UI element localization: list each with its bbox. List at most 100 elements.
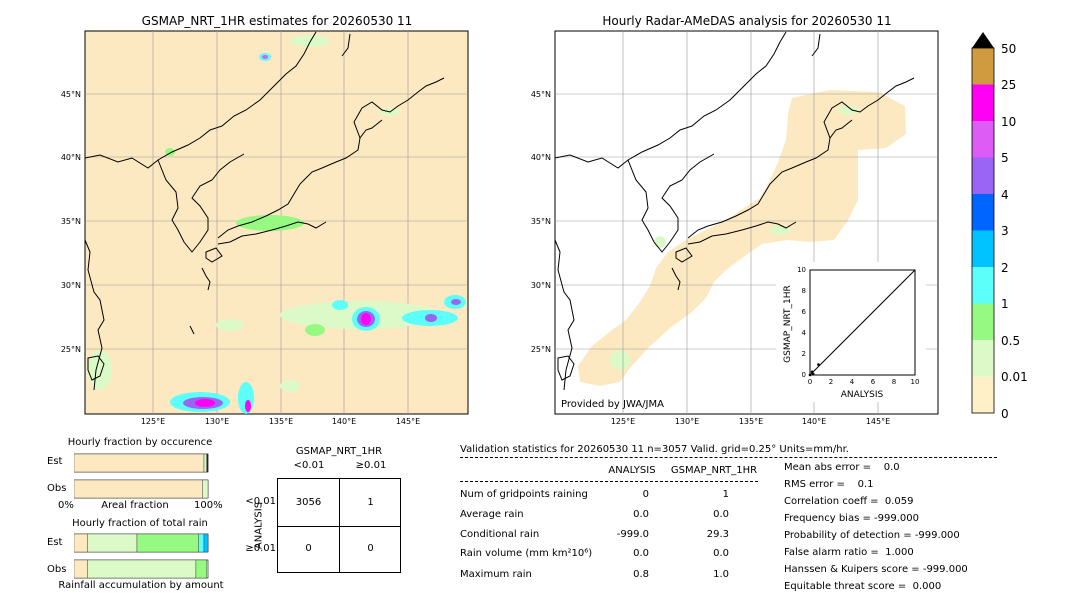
validation-col-analysis: ANALYSIS (608, 465, 656, 476)
occurrence-bar-segment (74, 479, 203, 499)
contingency-cell: 3056 (295, 497, 322, 508)
contingency-row-label: ≥0.01 (245, 543, 276, 554)
colorbar-label: 0 (1001, 407, 1009, 418)
colorbar-block (972, 121, 994, 158)
validation-row-gsmap: 0.0 (713, 548, 729, 559)
left-map: 45°N 40°N 35°N 30°N 25°N 125°E 130°E 135… (61, 30, 469, 426)
colorbar-block (972, 376, 994, 413)
total-rain-bar-segment (136, 533, 199, 553)
inset-xtick: 6 (871, 378, 876, 386)
colorbar-label: 1 (1001, 297, 1009, 311)
inset-xlabel: ANALYSIS (841, 390, 884, 400)
colorbar-blocks (972, 48, 994, 413)
contingency-cell: 0 (367, 543, 374, 554)
right-map-coastline (554, 31, 915, 391)
left-map-lat-labels: 45°N 40°N 35°N 30°N 25°N (61, 90, 81, 354)
left-map-grid (85, 31, 468, 414)
inset-xticks: 0 2 4 6 8 10 (808, 378, 920, 386)
total-rain-bar-segment (74, 559, 88, 579)
score-line: Mean abs error = 0.0 (784, 462, 900, 473)
contingency-vline (339, 479, 340, 572)
colorbar-label: 0.01 (1001, 370, 1028, 384)
colorbar-label: 3 (1001, 224, 1009, 238)
colorbar-block (972, 84, 994, 121)
total-rain-row-obs: Obs (47, 564, 67, 575)
occurrence-xlabel-right: 100% (194, 500, 223, 511)
lat-label: 35°N (531, 217, 551, 226)
occurrence-row-est: Est (47, 456, 63, 467)
inset-ytick: 6 (802, 308, 807, 316)
inset-point (810, 370, 814, 374)
inset-xtick: 0 (808, 378, 812, 386)
validation-row-gsmap: 1.0 (713, 569, 729, 580)
inset-scatter: 0 2 4 6 8 10 0 2 4 6 8 10 ANALYSIS GSMAP… (776, 262, 926, 402)
occurrence-xlabel-mid: Areal fraction (101, 500, 169, 511)
right-map-credit: Provided by JWA/JMA (561, 399, 664, 410)
validation-table-rule (460, 481, 758, 482)
inset-diagonal (809, 269, 916, 376)
contingency-cell: 0 (305, 543, 312, 554)
inset-points (808, 363, 820, 377)
validation-header: Validation statistics for 20260530 11 n=… (460, 444, 849, 455)
validation-row-analysis: 0.0 (633, 509, 649, 520)
colorbar-labels: 50 25 10 5 4 3 2 1 0.5 0.01 0 (1001, 42, 1028, 418)
total-rain-bar-segment (74, 533, 88, 553)
colorbar-block (972, 48, 994, 85)
inset-ytick: 8 (802, 287, 806, 295)
left-map-lon-labels: 125°E 130°E 135°E 140°E 145°E (141, 417, 420, 426)
lon-label: 125°E (141, 417, 165, 426)
colorbar-label: 4 (1001, 188, 1009, 202)
total-rain-bar-segment (203, 533, 209, 553)
lon-label: 125°E (611, 417, 635, 426)
colorbar-label: 2 (1001, 261, 1009, 275)
validation-row-label: Maximum rain (460, 569, 532, 580)
lon-label: 130°E (675, 417, 699, 426)
inset-ytick: 0 (802, 371, 806, 379)
lat-label: 25°N (531, 345, 551, 354)
lon-label: 140°E (802, 417, 826, 426)
inset-point (817, 363, 820, 366)
validation-col-gsmap: GSMAP_NRT_1HR (670, 465, 758, 476)
occurrence-bar-segment (202, 479, 209, 499)
colorbar-block (972, 303, 994, 340)
contingency-table: 3056 1 0 0 (277, 478, 401, 573)
score-line: Hanssen & Kuipers score = -999.000 (784, 564, 968, 575)
inset-xtick: 10 (911, 378, 920, 386)
validation-row-gsmap: 0.0 (713, 509, 729, 520)
right-map-coverage (578, 90, 906, 386)
validation-row-analysis: 0 (642, 489, 649, 500)
validation-row-label: Average rain (460, 509, 524, 520)
lon-label: 135°E (269, 417, 293, 426)
inset-yticks: 0 2 4 6 8 10 (797, 266, 806, 379)
total-rain-row-est: Est (47, 537, 63, 548)
lon-label: 140°E (332, 417, 356, 426)
colorbar-block (972, 267, 994, 304)
total-rain-title: Hourly fraction of total rain (72, 518, 208, 529)
left-map-coastline (84, 31, 445, 391)
colorbar-block (972, 194, 994, 231)
colorbar-frame (971, 47, 995, 414)
score-line: Equitable threat score = 0.000 (784, 581, 942, 592)
inset-point (811, 372, 815, 376)
colorbar: 50 25 10 5 4 3 2 1 0.5 0.01 0 (971, 32, 1028, 418)
colorbar-label: 25 (1001, 78, 1016, 92)
lon-label: 145°E (396, 417, 420, 426)
lat-label: 30°N (61, 281, 81, 290)
score-line: False alarm ratio = 1.000 (784, 547, 914, 558)
lat-label: 40°N (61, 153, 81, 162)
right-map-lon-labels: 125°E 130°E 135°E 140°E 145°E (611, 417, 890, 426)
validation-row-label: Num of gridpoints raining (460, 489, 588, 500)
lat-label: 40°N (531, 153, 551, 162)
contingency-cell: 1 (367, 497, 374, 508)
occurrence-row-obs: Obs (47, 483, 67, 494)
lon-label: 135°E (739, 417, 763, 426)
score-line: Frequency bias = -999.000 (784, 513, 919, 524)
total-rain-bar-segment (87, 533, 138, 553)
contingency-col-label: <0.01 (293, 460, 325, 471)
right-map-title: Hourly Radar-AMeDAS analysis for 2026053… (602, 14, 892, 28)
total-rain-chart (74, 533, 209, 579)
colorbar-block (972, 340, 994, 377)
colorbar-over-arrow (972, 32, 994, 48)
score-line: RMS error = 0.1 (784, 479, 874, 490)
validation-row-label: Conditional rain (460, 529, 540, 540)
